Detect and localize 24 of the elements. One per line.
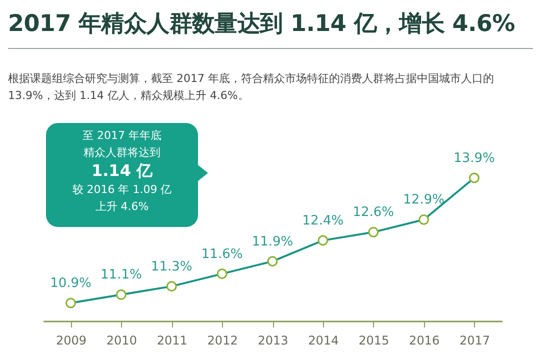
x-tick-label: 2011: [156, 334, 188, 348]
data-label: 10.9%: [50, 276, 92, 291]
annotation: 上升 4.6%: [94, 199, 150, 215]
x-tick-label: 2009: [56, 334, 87, 348]
chart-subtitle: 根据课题组综合研究与测算，截至 2017 年底，符合精众市场特征的消费人群将占据中国城市人口的 13.9%，达到 1.14 亿人，精众规模上升 4.6%。: [8, 71, 495, 104]
data-label: 12.6%: [352, 205, 394, 220]
x-tick-label: 2015: [358, 334, 390, 348]
annotation: 较 2016 年 1.09 亿: [71, 182, 173, 198]
x-tick-label: 2017: [459, 334, 490, 348]
callout-box: 至 2017 年年底 精众人群将达到 1.14 亿 较 2016 年 1.09 亿 上升 4.6%: [46, 123, 198, 227]
x-tick-label: 2013: [258, 334, 288, 348]
x-tick-label: 2014: [308, 334, 339, 348]
data-label: 11.6%: [201, 246, 243, 262]
data-label: 12.9%: [403, 192, 444, 208]
data-label: 11.3%: [150, 259, 192, 274]
data-label: 12.4%: [302, 213, 344, 228]
annotation: 1.14 亿: [90, 161, 154, 181]
chart-title: 2017 年精众人群数量达到 1.14 亿，增长 4.6%: [8, 10, 515, 39]
x-tick-label: 2012: [207, 334, 238, 348]
data-label: 11.9%: [252, 234, 294, 250]
x-tick-label: 2010: [106, 334, 137, 348]
data-label: 11.1%: [100, 268, 142, 283]
x-tick-label: 2016: [409, 334, 440, 348]
data-label: 13.9%: [454, 150, 495, 166]
